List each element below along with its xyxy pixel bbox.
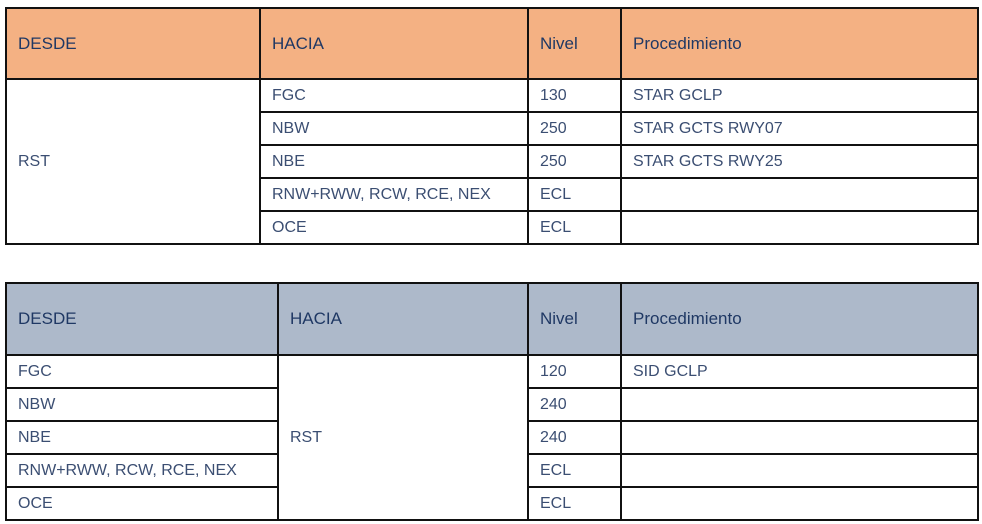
cell-desde: RNW+RWW, RCW, RCE, NEX xyxy=(5,453,279,488)
header-hacia: HACIA xyxy=(277,282,529,356)
table-row: NBW 250 STAR GCTS RWY07 xyxy=(6,111,979,146)
table-row: OCE ECL xyxy=(5,486,979,521)
cell-nivel: 130 xyxy=(527,78,622,113)
table-row: RST FGC 130 STAR GCLP xyxy=(5,78,979,245)
table-header-row: DESDE HACIA Nivel Procedimiento xyxy=(5,7,979,80)
cell-nivel: 240 xyxy=(527,420,622,455)
cell-procedimiento: SID GCLP xyxy=(620,354,979,389)
cell-nivel: 250 xyxy=(527,111,622,146)
cell-nivel: 240 xyxy=(527,387,622,422)
table-row: RNW+RWW, RCW, RCE, NEX ECL xyxy=(5,453,979,488)
cell-nivel: ECL xyxy=(527,210,622,245)
cell-hacia: OCE xyxy=(259,210,529,245)
cell-procedimiento xyxy=(620,486,979,521)
cell-nivel: ECL xyxy=(527,486,622,521)
cell-procedimiento: STAR GCTS RWY07 xyxy=(620,111,979,146)
cell-nivel: ECL xyxy=(527,177,622,212)
cell-nivel: 250 xyxy=(527,144,622,179)
cell-desde: OCE xyxy=(5,486,279,521)
cell-procedimiento xyxy=(620,177,979,212)
cell-desde: FGC xyxy=(5,354,279,389)
cell-nivel: 120 xyxy=(527,354,622,389)
table-row: NBE 250 STAR GCTS RWY25 xyxy=(6,144,979,179)
header-nivel: Nivel xyxy=(527,7,622,80)
header-procedimiento: Procedimiento xyxy=(620,7,979,80)
cell-procedimiento: STAR GCTS RWY25 xyxy=(620,144,979,179)
cell-hacia: RNW+RWW, RCW, RCE, NEX xyxy=(259,177,529,212)
cell-desde: NBW xyxy=(5,387,279,422)
cell-procedimiento: STAR GCLP xyxy=(620,78,979,113)
table-row: NBW 240 xyxy=(5,387,979,422)
header-hacia: HACIA xyxy=(259,7,529,80)
header-nivel: Nivel xyxy=(527,282,622,356)
cell-procedimiento xyxy=(620,387,979,422)
cell-hacia: NBE xyxy=(259,144,529,179)
cell-procedimiento xyxy=(620,210,979,245)
cell-hacia: FGC xyxy=(259,78,529,113)
cell-desde: NBE xyxy=(5,420,279,455)
table-row: FGC RST 120 SID GCLP xyxy=(5,354,979,521)
departure-routes-table-rst: DESDE HACIA Nivel Procedimiento RST FGC … xyxy=(5,7,979,245)
header-procedimiento: Procedimiento xyxy=(620,282,979,356)
header-desde: DESDE xyxy=(5,7,261,80)
cell-hacia: NBW xyxy=(259,111,529,146)
cell-hacia: RST xyxy=(277,354,529,521)
table-row: OCE ECL xyxy=(6,210,979,245)
cell-desde: RST xyxy=(5,78,261,245)
table-row: RNW+RWW, RCW, RCE, NEX ECL xyxy=(6,177,979,212)
cell-procedimiento xyxy=(620,420,979,455)
cell-procedimiento xyxy=(620,453,979,488)
table-header-row: DESDE HACIA Nivel Procedimiento xyxy=(5,282,979,356)
cell-nivel: ECL xyxy=(527,453,622,488)
arrival-routes-table-rst: DESDE HACIA Nivel Procedimiento FGC RST … xyxy=(5,282,979,521)
table-row: NBE 240 xyxy=(5,420,979,455)
header-desde: DESDE xyxy=(5,282,279,356)
